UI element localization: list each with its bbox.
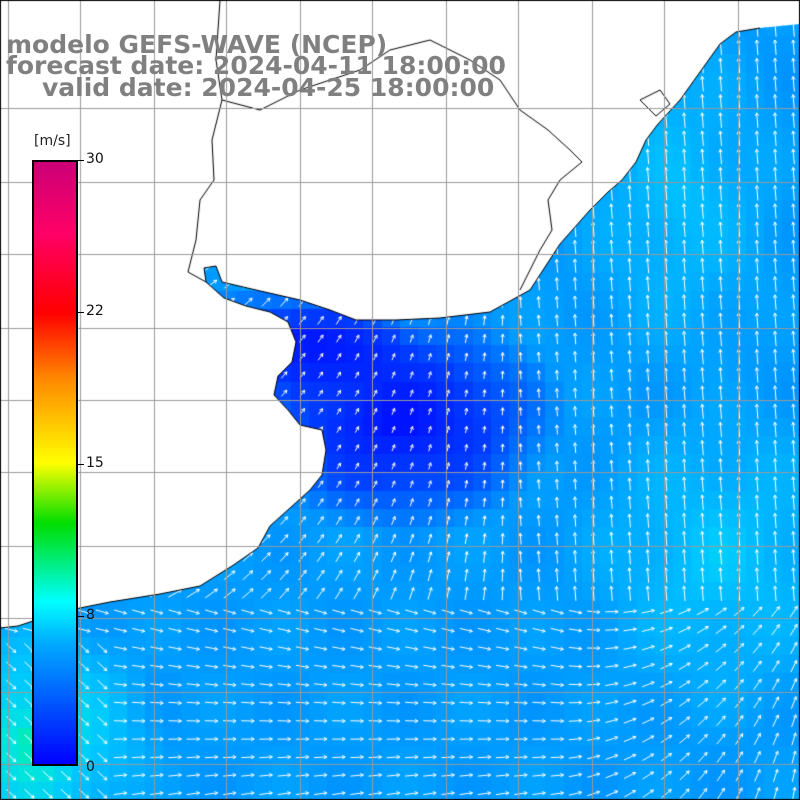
colorbar-tick-15: 15 [86, 455, 104, 471]
model-title: modelo GEFS-WAVE (NCEP) [6, 30, 388, 59]
colorbar-tick-8: 8 [86, 607, 95, 623]
colorbar-tick-mark [78, 312, 84, 313]
colorbar [32, 160, 78, 766]
colorbar-tick-mark [78, 616, 84, 617]
colorbar-tick-mark [78, 160, 84, 161]
colorbar-units: [m/s] [34, 133, 71, 149]
forecast-date: forecast date: 2024-04-11 18:00:00 [6, 51, 506, 80]
colorbar-tick-22: 22 [86, 303, 104, 319]
colorbar-tick-30: 30 [86, 151, 104, 167]
colorbar-tick-0: 0 [86, 759, 95, 775]
colorbar-tick-mark [78, 464, 84, 465]
valid-date: valid date: 2024-04-25 18:00:00 [42, 73, 495, 102]
